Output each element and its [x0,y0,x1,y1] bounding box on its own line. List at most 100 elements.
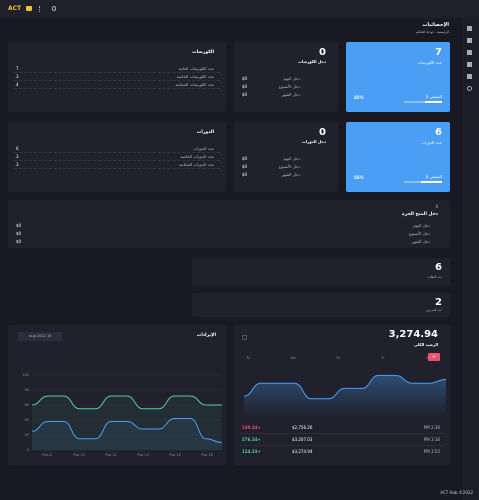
flag-icon[interactable] [26,6,32,11]
row-divider [14,152,220,153]
stat-card: 6 عدد الدورات 56% المتبقي $ [346,122,450,192]
transaction-time: PM 3:16 [423,437,440,442]
balance-card: 3,274.94 الرصيد الكلي + Tu We Th Fr Sa 130.34+ $2… [234,325,450,465]
transaction-time: PM 2:36 [423,425,440,430]
percent-label: 56% [354,175,364,180]
list-title: الدورات [196,130,214,135]
y-tick-label: 0 [27,448,29,452]
income-value: 0 [319,127,326,138]
row-value: $0 [242,92,248,97]
y-tick-label: 100 [22,373,29,377]
row-label: دخل اليوم [413,223,430,228]
series-area [32,396,222,450]
x-tick-label: Sa [426,356,430,360]
progress-track [404,181,442,183]
progress-bar [420,181,442,183]
row-divider [240,445,444,446]
menu-icon[interactable] [242,335,247,340]
row-value: 6 [16,146,19,151]
stat-value: 6 [435,127,442,138]
balance-area [244,375,446,417]
stat-value: 7 [435,47,442,58]
x-tick-label: Feb 14 [137,453,150,457]
sidebar-icon[interactable] [467,62,472,67]
row-divider [14,72,220,73]
series-area [32,418,222,450]
x-tick-label: Feb 18 [201,453,213,457]
date-text: Aug 2022 15 [29,334,52,338]
sidebar-icon[interactable] [467,50,472,55]
freelance-card: 0 دخل المنح الحرة دخل اليوم $0 دخل الأسبوع $0… [8,200,450,248]
x-tick-label: Feb 16 [169,453,181,457]
row-divider [14,168,220,169]
remaining-label: المتبقي $ [425,94,442,99]
row-value: $0 [242,172,248,177]
chart-svg: 0 20 40 60 80 100 Feb 8 Feb 10 Feb 12 Feb 14 Feb 1… [22,373,223,457]
sidebar-icon[interactable] [467,38,472,43]
income-label: دخل الكورسات [298,59,326,64]
stat-card: 7 عدد الكورسات 45% المتبقي $ [346,42,450,112]
income-card: 0 دخل الكورسات دخل اليوم $0 دخل الأسبوع $0 دخل… [234,42,338,112]
transaction-balance: $3,207.03 [292,437,313,442]
income-label: دخل الدورات [302,139,326,144]
row-divider [14,160,220,161]
sidebar-icon[interactable] [467,26,472,31]
row-label: دخل الشهر [281,92,300,97]
stat-label: عدد الكورسات [417,60,442,65]
date-picker[interactable]: Aug 2022 15 [18,332,62,341]
count-value: 2 [435,297,442,308]
sidebar-icon[interactable] [467,86,472,91]
series-line [31,418,223,443]
add-button[interactable]: + [428,353,440,361]
logo: ACT [8,5,22,12]
row-value: $0 [16,223,22,228]
list-title: الكورسات [192,50,214,55]
x-tick-label: Th [335,356,340,360]
row-label: دخل الشهر [411,239,430,244]
row-label: دخل اليوم [283,156,300,161]
series-line [31,395,222,410]
revenue-title: الإيرادات [196,333,216,338]
topbar: ACT [0,0,479,18]
row-value: 4 [16,82,19,87]
progress-track [404,101,442,103]
balance-value: 3,274.94 [388,329,438,340]
row-label: دخل اليوم [283,76,300,81]
row-value: $0 [16,231,22,236]
row-label: دخل الأسبوع [279,164,300,169]
row-value: 3 [16,154,19,159]
count-label: عدد الطلاب [427,275,442,279]
y-tick-label: 60 [25,403,29,407]
transaction-change: 576.34+ [242,437,261,442]
footer: ACT Hub ©2022 [440,490,473,495]
theme-icon[interactable] [52,6,56,11]
row-divider [240,433,444,434]
count-card: 2 عدد المدربين [192,293,450,317]
x-tick-label: Feb 10 [73,453,85,457]
row-value: 7 [16,66,19,71]
balance-label: الرصيد الكلي [413,342,438,347]
page-title: الإحصائيات [422,22,449,28]
y-tick-label: 20 [25,433,29,437]
stat-label: عدد الدورات [421,140,442,145]
y-tick-label: 80 [25,388,29,392]
row-divider [14,80,220,81]
x-tick-label: Tu [245,356,250,360]
menu-icon[interactable] [39,6,42,12]
transaction-change: 124.33+ [242,449,261,454]
row-value: $0 [242,156,248,161]
list-card: الدورات عدد الدورات 6 عدد الدورات الخاصة 3 عد… [8,122,226,192]
row-label: عدد الدورات الخاصة [180,154,214,159]
sidebar [462,18,479,500]
row-value: 3 [16,74,19,79]
row-label: دخل الأسبوع [279,84,300,89]
row-label: دخل الشهر [281,172,300,177]
row-divider [14,88,220,89]
sidebar-icon[interactable] [467,74,472,79]
balance-line [243,374,447,400]
row-label: عدد الكورسات المجانية [175,82,214,87]
x-tick-label: We [290,356,295,360]
freelance-value: 0 [435,204,438,209]
row-value: 3 [16,162,19,167]
